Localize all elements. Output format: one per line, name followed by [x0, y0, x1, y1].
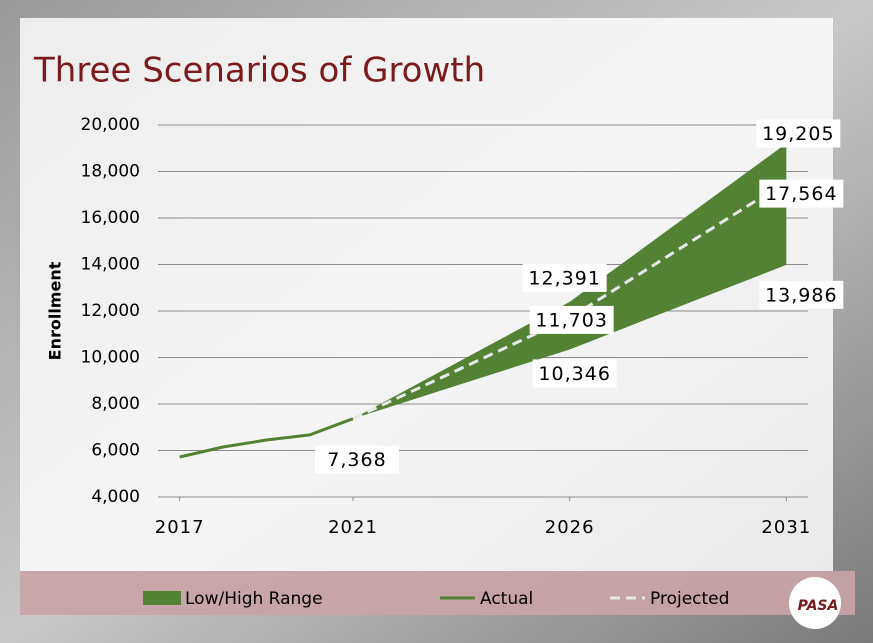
logo-badge: [789, 577, 841, 629]
data-label: 11,703: [535, 309, 607, 331]
x-tick-label: 2026: [545, 517, 595, 538]
y-tick-label: 6,000: [91, 441, 140, 461]
data-label: 17,564: [765, 183, 837, 205]
y-tick-label: 18,000: [81, 162, 140, 182]
x-tick-label: 2017: [155, 517, 205, 538]
y-axis-title: Enrollment: [46, 261, 65, 360]
legend-label: Actual: [480, 589, 533, 609]
y-tick-label: 16,000: [81, 208, 140, 228]
actual-line: [179, 417, 354, 459]
projected-line: [352, 180, 788, 421]
logo: PASA: [798, 598, 839, 614]
data-label-box: [759, 179, 844, 208]
panel: [20, 18, 833, 571]
data-label: 10,346: [538, 363, 610, 385]
data-label-box: [756, 119, 841, 148]
data-label: 12,391: [528, 267, 600, 289]
legend-label: Projected: [650, 589, 729, 609]
legend-label: Low/High Range: [185, 589, 323, 609]
data-label: 13,986: [765, 284, 837, 306]
data-label: 19,205: [762, 123, 834, 145]
data-label-box: [529, 305, 614, 334]
data-label-box: [522, 263, 607, 292]
data-label-box: [759, 280, 844, 309]
data-label-box: [532, 359, 617, 388]
x-tick-label: 2031: [761, 517, 811, 538]
data-label-box: [315, 445, 399, 474]
data-label: 7,368: [327, 449, 386, 471]
legend-swatch: [143, 591, 181, 605]
x-tick-label: 2021: [328, 517, 378, 538]
y-tick-label: 10,000: [81, 348, 140, 368]
range-area: [353, 143, 787, 419]
y-tick-label: 12,000: [81, 301, 140, 321]
chart-title: Three Scenarios of Growth: [33, 51, 485, 91]
y-tick-label: 4,000: [91, 487, 140, 507]
y-tick-label: 14,000: [81, 255, 140, 275]
y-tick-label: 20,000: [81, 115, 140, 135]
y-tick-label: 8,000: [91, 394, 140, 414]
